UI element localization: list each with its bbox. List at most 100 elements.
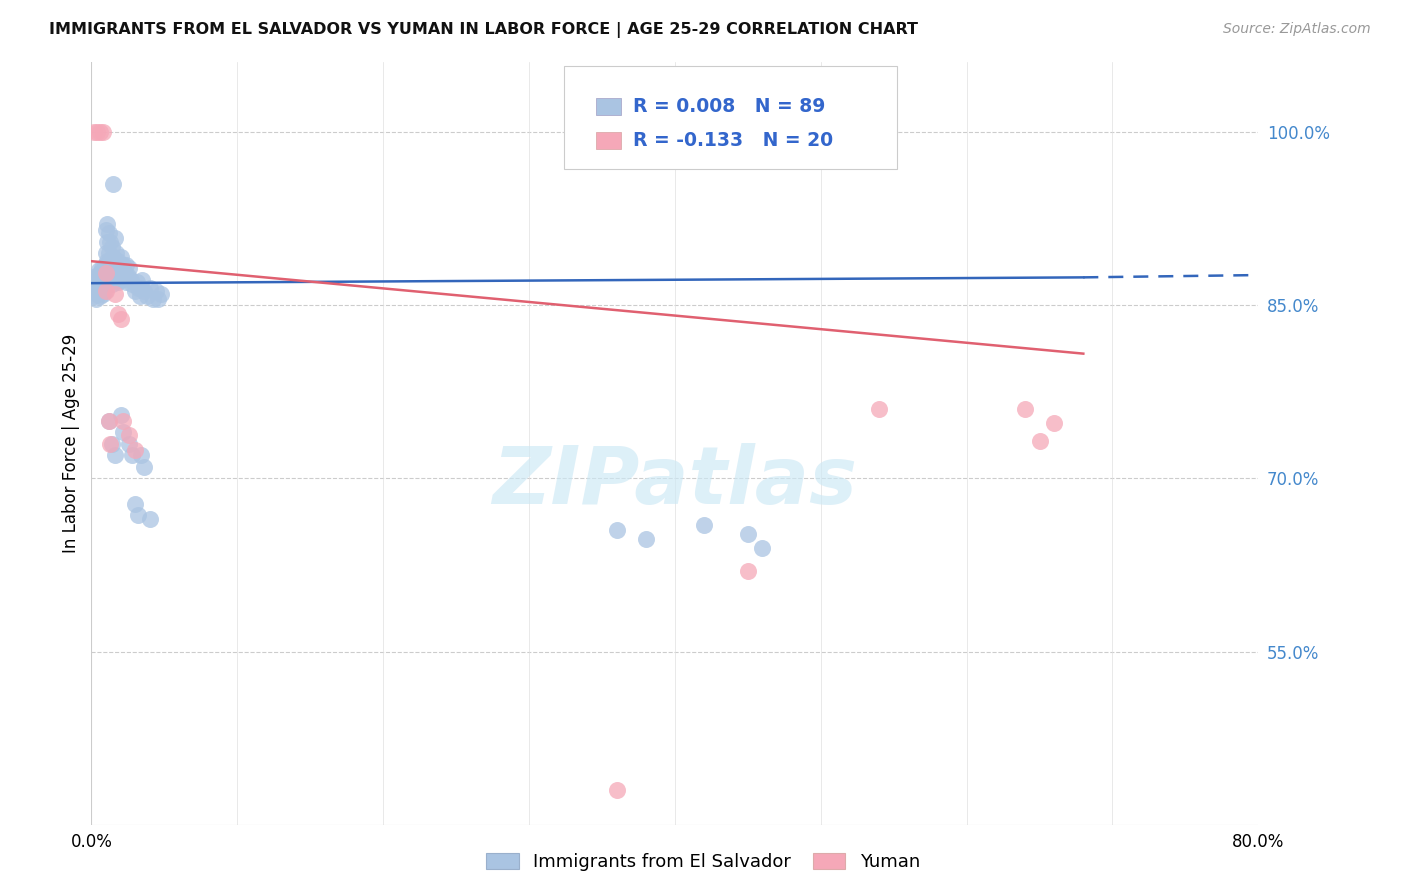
Point bbox=[98, 437, 121, 451]
Point bbox=[105, 273, 128, 287]
Point bbox=[751, 541, 773, 555]
Point bbox=[97, 263, 120, 277]
Point bbox=[132, 285, 155, 299]
Point bbox=[104, 448, 127, 462]
Point bbox=[150, 286, 173, 301]
Point bbox=[89, 289, 111, 303]
Point bbox=[83, 125, 105, 139]
Point bbox=[737, 564, 759, 578]
Point bbox=[90, 261, 112, 276]
Legend: Immigrants from El Salvador, Yuman: Immigrants from El Salvador, Yuman bbox=[479, 846, 927, 879]
Point bbox=[82, 285, 104, 299]
Point bbox=[84, 285, 107, 299]
Point bbox=[94, 266, 117, 280]
Point bbox=[121, 277, 143, 292]
Point bbox=[97, 227, 120, 241]
Point bbox=[86, 125, 108, 139]
Point bbox=[91, 286, 114, 301]
Point bbox=[104, 231, 127, 245]
Point bbox=[1043, 416, 1066, 430]
Point bbox=[142, 293, 165, 307]
Point bbox=[84, 269, 107, 284]
Point bbox=[94, 223, 117, 237]
Point bbox=[868, 402, 890, 417]
Point bbox=[94, 246, 117, 260]
Point bbox=[107, 254, 129, 268]
Point bbox=[104, 286, 127, 301]
Point bbox=[118, 261, 141, 276]
Point bbox=[634, 532, 657, 546]
Point bbox=[94, 285, 117, 299]
Point bbox=[115, 258, 138, 272]
Point bbox=[91, 125, 114, 139]
Point bbox=[115, 275, 138, 289]
Point bbox=[93, 285, 115, 299]
FancyBboxPatch shape bbox=[596, 98, 621, 115]
Point bbox=[86, 273, 108, 287]
Point bbox=[605, 524, 627, 538]
Point bbox=[96, 217, 118, 231]
Point bbox=[97, 246, 120, 260]
Point bbox=[87, 281, 110, 295]
Point bbox=[1028, 434, 1050, 449]
Point bbox=[107, 275, 129, 289]
Point bbox=[90, 281, 112, 295]
Point bbox=[138, 512, 162, 526]
Point bbox=[101, 277, 124, 292]
Point bbox=[93, 269, 115, 284]
Text: R = -0.133   N = 20: R = -0.133 N = 20 bbox=[633, 130, 832, 150]
Text: Source: ZipAtlas.com: Source: ZipAtlas.com bbox=[1223, 22, 1371, 37]
Point bbox=[87, 263, 110, 277]
Point bbox=[96, 254, 118, 268]
Point bbox=[83, 275, 105, 289]
Point bbox=[121, 448, 143, 462]
Point bbox=[112, 414, 135, 428]
Point bbox=[138, 281, 162, 295]
Point bbox=[124, 497, 146, 511]
Point bbox=[107, 307, 129, 321]
Point bbox=[94, 266, 117, 280]
Point bbox=[98, 235, 121, 249]
Text: ZIPatlas: ZIPatlas bbox=[492, 443, 858, 521]
Point bbox=[110, 273, 132, 287]
Point bbox=[89, 125, 111, 139]
Point bbox=[112, 425, 135, 440]
Point bbox=[96, 235, 118, 249]
Point bbox=[1014, 402, 1036, 417]
FancyBboxPatch shape bbox=[564, 66, 897, 169]
Point bbox=[693, 517, 716, 532]
Point bbox=[91, 263, 114, 277]
Point bbox=[605, 783, 627, 797]
Point bbox=[101, 240, 124, 254]
Point bbox=[86, 286, 108, 301]
Point bbox=[105, 246, 128, 260]
Point bbox=[103, 177, 125, 191]
Point bbox=[89, 266, 111, 280]
Point bbox=[104, 263, 127, 277]
Point bbox=[110, 312, 132, 326]
Point bbox=[132, 459, 155, 474]
Point bbox=[118, 427, 141, 442]
FancyBboxPatch shape bbox=[596, 132, 621, 149]
Point bbox=[101, 437, 124, 451]
Point bbox=[145, 285, 167, 299]
Point bbox=[125, 275, 148, 289]
Point bbox=[129, 281, 152, 295]
Point bbox=[117, 269, 139, 284]
Point bbox=[97, 414, 120, 428]
Point bbox=[91, 275, 114, 289]
Point bbox=[101, 261, 124, 276]
Point bbox=[110, 250, 132, 264]
Point bbox=[97, 414, 120, 428]
Point bbox=[93, 258, 115, 272]
Point bbox=[127, 508, 149, 523]
Point bbox=[112, 258, 135, 272]
Point bbox=[110, 408, 132, 422]
Point bbox=[135, 289, 157, 303]
Point bbox=[83, 289, 105, 303]
Point bbox=[98, 254, 121, 268]
Point bbox=[114, 266, 136, 280]
Point bbox=[128, 289, 150, 303]
Point bbox=[127, 281, 149, 295]
Y-axis label: In Labor Force | Age 25-29: In Labor Force | Age 25-29 bbox=[62, 334, 80, 553]
